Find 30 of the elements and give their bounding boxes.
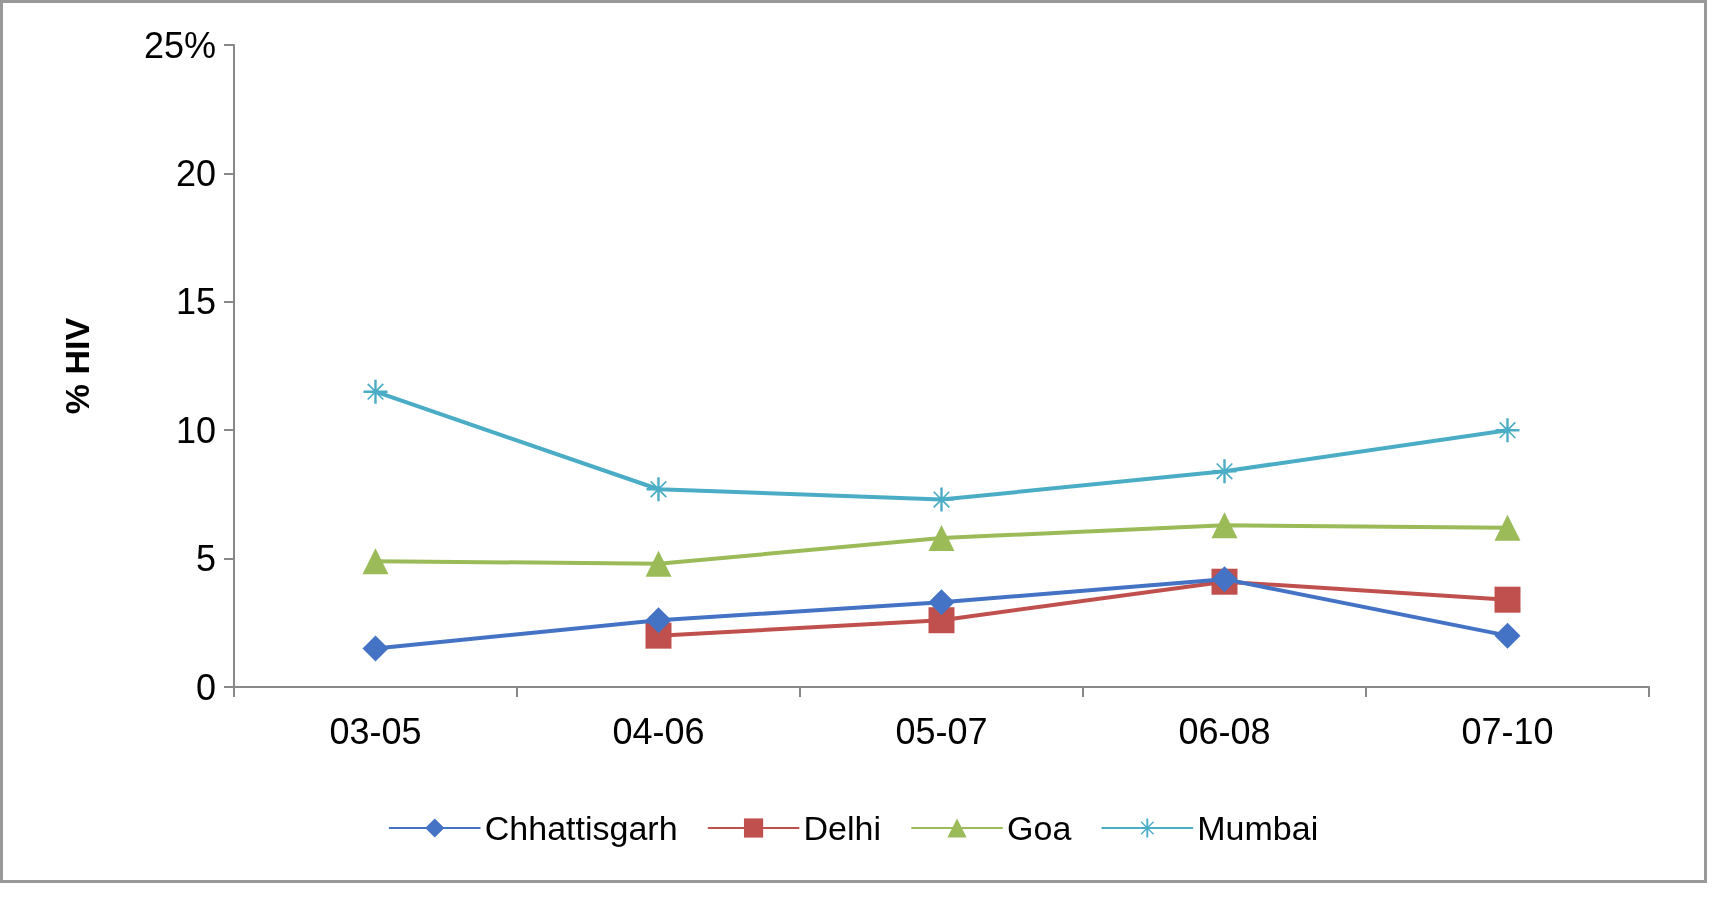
legend-label: Goa xyxy=(1007,809,1072,847)
point xyxy=(362,548,389,575)
point xyxy=(363,379,388,404)
point xyxy=(928,589,955,616)
x-tick-label: 07-10 xyxy=(1461,710,1554,752)
point xyxy=(1495,418,1520,443)
point xyxy=(928,607,955,634)
legend-label: Chhattisgarh xyxy=(484,809,678,847)
y-axis-title: % HIV xyxy=(58,317,96,415)
y-tick-label: 0 xyxy=(195,666,216,708)
y-tick-label: 15 xyxy=(175,281,216,323)
point xyxy=(1212,459,1237,484)
point xyxy=(362,635,389,662)
point xyxy=(645,550,672,577)
y-tick-label: 10 xyxy=(175,409,216,451)
y-tick-label: 20 xyxy=(175,152,216,194)
y-tick-label: 5 xyxy=(195,538,216,580)
x-tick-label: 03-05 xyxy=(329,710,422,752)
point xyxy=(1211,512,1238,539)
point xyxy=(1494,622,1521,649)
point xyxy=(1494,586,1521,613)
x-tick-label: 04-06 xyxy=(612,710,705,752)
x-tick-label: 06-08 xyxy=(1178,710,1271,752)
legend-label: Delhi xyxy=(803,809,882,847)
point xyxy=(928,525,955,552)
y-tick-label: 25% xyxy=(143,24,216,66)
point xyxy=(645,607,672,634)
legend-label: Mumbai xyxy=(1197,809,1319,847)
point xyxy=(1494,514,1521,541)
x-tick-label: 05-07 xyxy=(895,710,988,752)
